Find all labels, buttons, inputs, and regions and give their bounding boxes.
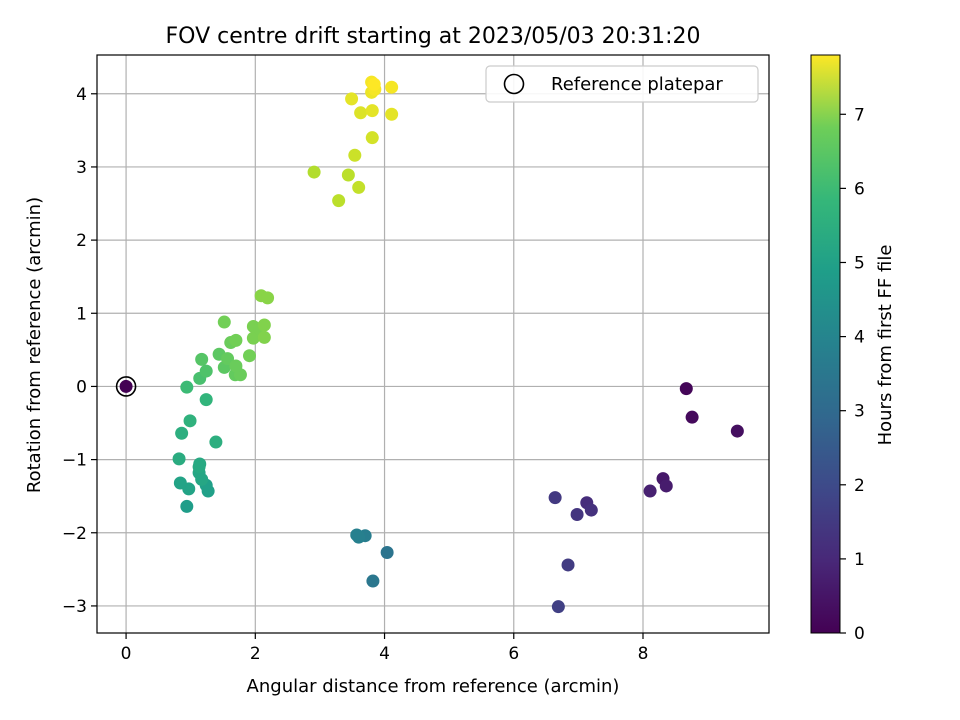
- data-point: [180, 499, 194, 513]
- data-point: [385, 80, 399, 94]
- data-point: [199, 364, 213, 378]
- data-point: [354, 106, 368, 120]
- data-point: [561, 558, 575, 572]
- colorbar-tick-label: 1: [854, 550, 865, 570]
- chart-title: FOV centre drift starting at 2023/05/03 …: [166, 24, 701, 49]
- x-tick-label: 0: [121, 644, 132, 664]
- data-point: [367, 77, 381, 91]
- data-point: [172, 452, 186, 466]
- colorbar-tick-label: 6: [854, 179, 865, 199]
- data-point: [345, 92, 359, 106]
- colorbar-tick-label: 3: [854, 402, 865, 422]
- x-axis-label: Angular distance from reference (arcmin): [247, 676, 620, 697]
- data-points: [115, 75, 744, 614]
- data-point: [385, 107, 399, 121]
- y-tick-label: 0: [76, 377, 87, 397]
- data-point: [199, 393, 213, 407]
- data-point: [246, 331, 260, 345]
- data-point: [365, 104, 379, 118]
- data-point: [209, 435, 223, 449]
- data-point: [659, 479, 673, 493]
- y-ticks: −3 −2 −1 0 1 2 3 4: [62, 85, 97, 617]
- data-point: [257, 318, 271, 332]
- data-point: [229, 359, 243, 373]
- data-point: [183, 414, 197, 428]
- data-point: [548, 491, 562, 505]
- y-tick-label: 4: [76, 85, 87, 105]
- reference-point-fill: [119, 379, 133, 393]
- data-point: [643, 484, 657, 498]
- data-point: [307, 165, 321, 179]
- legend: Reference platepar: [485, 65, 759, 103]
- legend-box: [485, 65, 759, 103]
- y-tick-label: 1: [76, 304, 87, 324]
- data-point: [352, 180, 366, 194]
- data-point: [175, 426, 189, 440]
- colorbar-ticks: 0 1 2 3 4 5 6 7: [840, 105, 865, 644]
- y-tick-label: 3: [76, 158, 87, 178]
- y-axis-label: Rotation from reference (arcmin): [24, 197, 45, 493]
- data-point: [221, 352, 235, 366]
- reference-point-marker: [115, 376, 137, 397]
- x-tick-label: 6: [508, 644, 519, 664]
- data-point: [229, 333, 243, 347]
- data-point: [261, 291, 275, 305]
- data-point: [217, 315, 231, 329]
- data-point: [242, 349, 256, 363]
- x-tick-label: 4: [379, 644, 390, 664]
- x-tick-label: 2: [250, 644, 261, 664]
- data-point: [352, 530, 366, 544]
- data-point: [584, 503, 598, 517]
- data-point: [380, 546, 394, 560]
- colorbar-label: Hours from first FF file: [875, 245, 896, 446]
- grid-lines: [97, 55, 769, 633]
- legend-label: Reference platepar: [551, 74, 723, 95]
- data-point: [730, 424, 744, 438]
- data-point: [366, 574, 380, 588]
- legend-reference-marker: [503, 73, 525, 95]
- data-point: [257, 330, 271, 344]
- colorbar-gradient: [810, 54, 841, 634]
- data-point: [332, 194, 346, 208]
- colorbar-tick-label: 4: [854, 328, 865, 348]
- colorbar-tick-label: 0: [854, 624, 865, 644]
- data-point: [348, 148, 362, 162]
- plot-frame: [96, 54, 770, 634]
- data-point: [341, 168, 355, 182]
- data-point: [551, 600, 565, 614]
- x-tick-label: 8: [638, 644, 649, 664]
- data-point: [365, 131, 379, 145]
- data-point: [685, 410, 699, 424]
- y-tick-label: −2: [62, 524, 87, 544]
- data-point: [173, 476, 187, 490]
- colorbar-tick-label: 7: [854, 105, 865, 125]
- data-point: [195, 352, 209, 366]
- data-point: [679, 382, 693, 396]
- y-tick-label: −1: [62, 451, 87, 471]
- data-point: [570, 507, 584, 521]
- colorbar: 0 1 2 3 4 5 6 7 Hours from first FF file: [810, 54, 896, 644]
- data-point: [193, 457, 207, 471]
- x-ticks: 0 2 4 6 8: [121, 633, 649, 664]
- y-tick-label: 2: [76, 231, 87, 251]
- y-tick-label: −3: [62, 597, 87, 617]
- colorbar-tick-label: 2: [854, 476, 865, 496]
- colorbar-tick-label: 5: [854, 253, 865, 273]
- data-point: [180, 380, 194, 394]
